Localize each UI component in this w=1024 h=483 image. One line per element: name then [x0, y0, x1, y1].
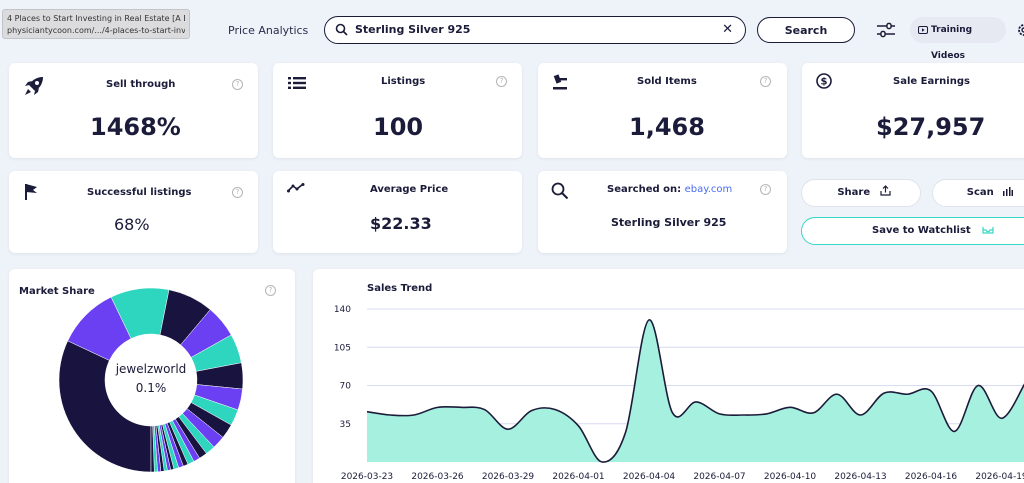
listings-value: 100 [373, 113, 424, 141]
donut-segment[interactable] [58, 340, 152, 473]
successful-listings-title: Successful listings [87, 187, 192, 198]
top-bar: 4 Places to Start Investing in Real Esta… [0, 0, 1024, 61]
sell-through-value: 1468% [90, 113, 181, 141]
watchlist-label: Save to Watchlist [872, 225, 971, 236]
help-icon[interactable]: ? [496, 76, 507, 87]
successful-listings-card: Successful listings ? 68% [9, 171, 258, 253]
sale-earnings-card: $ Sale Earnings $27,957 [802, 63, 1024, 158]
video-play-icon [918, 26, 928, 34]
gavel-icon [553, 74, 567, 90]
scan-button[interactable]: Scan [932, 179, 1024, 207]
search-query: Sterling Silver 925 [355, 23, 471, 36]
y-tick-label: 70 [340, 382, 352, 392]
y-tick-label: 105 [334, 343, 351, 353]
rocket-icon [25, 77, 43, 95]
list-icon [288, 77, 306, 89]
share-label: Share [837, 187, 871, 198]
training-videos-button[interactable]: Training Videos [910, 17, 1006, 61]
listings-card: Listings ? 100 [273, 63, 522, 158]
x-tick-label: 2026-04-13 [834, 472, 886, 482]
help-icon[interactable]: ? [760, 184, 771, 195]
listings-title: Listings [381, 76, 426, 87]
inbox-icon [982, 227, 994, 234]
searched-on-query: Sterling Silver 925 [611, 216, 727, 229]
tooltip-url: physiciantycoon.com/.../4-places-to-star… [7, 26, 185, 35]
x-tick-label: 2026-03-23 [341, 472, 393, 482]
browser-tooltip: 4 Places to Start Investing in Real Esta… [2, 9, 190, 39]
sold-items-card: Sold Items ? 1,468 [538, 63, 787, 158]
help-icon[interactable]: ? [760, 76, 771, 87]
sold-items-title: Sold Items [637, 76, 697, 87]
sold-items-value: 1,468 [629, 113, 705, 141]
search-icon [335, 23, 348, 36]
x-tick-label: 2026-04-16 [905, 472, 958, 482]
sale-earnings-value: $27,957 [876, 113, 986, 141]
x-tick-label: 2026-04-04 [623, 472, 676, 482]
scan-label: Scan [966, 187, 994, 198]
flag-icon [25, 184, 37, 200]
ebay-link[interactable]: ebay.com [684, 184, 733, 195]
donut-center-label: jewelzworld [115, 362, 187, 376]
market-share-donut: jewelzworld 0.1% [58, 287, 244, 473]
gear-icon[interactable] [1016, 22, 1024, 38]
average-price-title: Average Price [370, 184, 449, 195]
sales-trend-chart: Sales Trend 35 70 105 140 2026-03-23 2026-03-… [334, 283, 1024, 482]
training-videos-label: Training Videos [931, 25, 973, 61]
searched-on-title: Searched on: ebay.com [607, 184, 732, 195]
dollar-coin-icon: $ [816, 73, 832, 89]
average-price-card: Average Price $22.33 [273, 171, 522, 253]
average-price-value: $22.33 [370, 214, 432, 233]
sell-through-title: Sell through [106, 79, 176, 90]
share-button[interactable]: Share [801, 179, 921, 207]
successful-listings-value: 68% [114, 215, 150, 234]
clear-icon[interactable]: ✕ [722, 22, 733, 37]
share-icon [880, 185, 891, 196]
save-to-watchlist-button[interactable]: Save to Watchlist [801, 217, 1024, 245]
help-icon[interactable]: ? [232, 79, 243, 90]
donut-center-value: 0.1% [136, 381, 167, 395]
search-icon [551, 182, 569, 200]
search-input[interactable]: Sterling Silver 925 ✕ [324, 16, 746, 44]
x-tick-label: 2026-04-10 [764, 472, 817, 482]
sale-earnings-title: Sale Earnings [893, 76, 970, 87]
searched-on-card: Searched on: ebay.com ? Sterling Silver … [538, 171, 787, 253]
x-tick-label: 2026-04-19 [975, 472, 1024, 482]
sales-trend-card: Sales Trend 35 70 105 140 2026-03-23 2026-03-… [313, 269, 1024, 483]
help-icon[interactable]: ? [232, 187, 243, 198]
nav-price-analytics-link[interactable]: Price Analytics [228, 24, 309, 37]
chart-title: Sales Trend [367, 283, 432, 294]
x-tick-label: 2026-03-29 [482, 472, 535, 482]
svg-text:$: $ [821, 77, 828, 88]
sales-area [367, 319, 1024, 463]
market-share-title: Market Share [19, 286, 95, 297]
barcode-icon [1003, 187, 1014, 196]
x-tick-label: 2026-04-01 [552, 472, 604, 482]
sales-line [366, 319, 1024, 463]
donut-segment[interactable] [150, 425, 155, 473]
filters-icon[interactable] [876, 22, 896, 38]
y-tick-label: 140 [334, 305, 351, 315]
tooltip-title: 4 Places to Start Investing in Real Esta… [7, 14, 185, 23]
y-tick-label: 35 [340, 420, 351, 430]
searched-on-label: Searched on: [607, 184, 682, 195]
sell-through-card: Sell through ? 1468% [9, 63, 258, 158]
x-tick-label: 2026-03-26 [411, 472, 464, 482]
search-button[interactable]: Search [757, 17, 855, 43]
x-tick-label: 2026-04-07 [693, 472, 745, 482]
help-icon[interactable]: ? [265, 285, 276, 296]
market-share-card: Market Share ? jewelzworld 0.1% [9, 269, 295, 483]
trend-icon [287, 183, 305, 193]
